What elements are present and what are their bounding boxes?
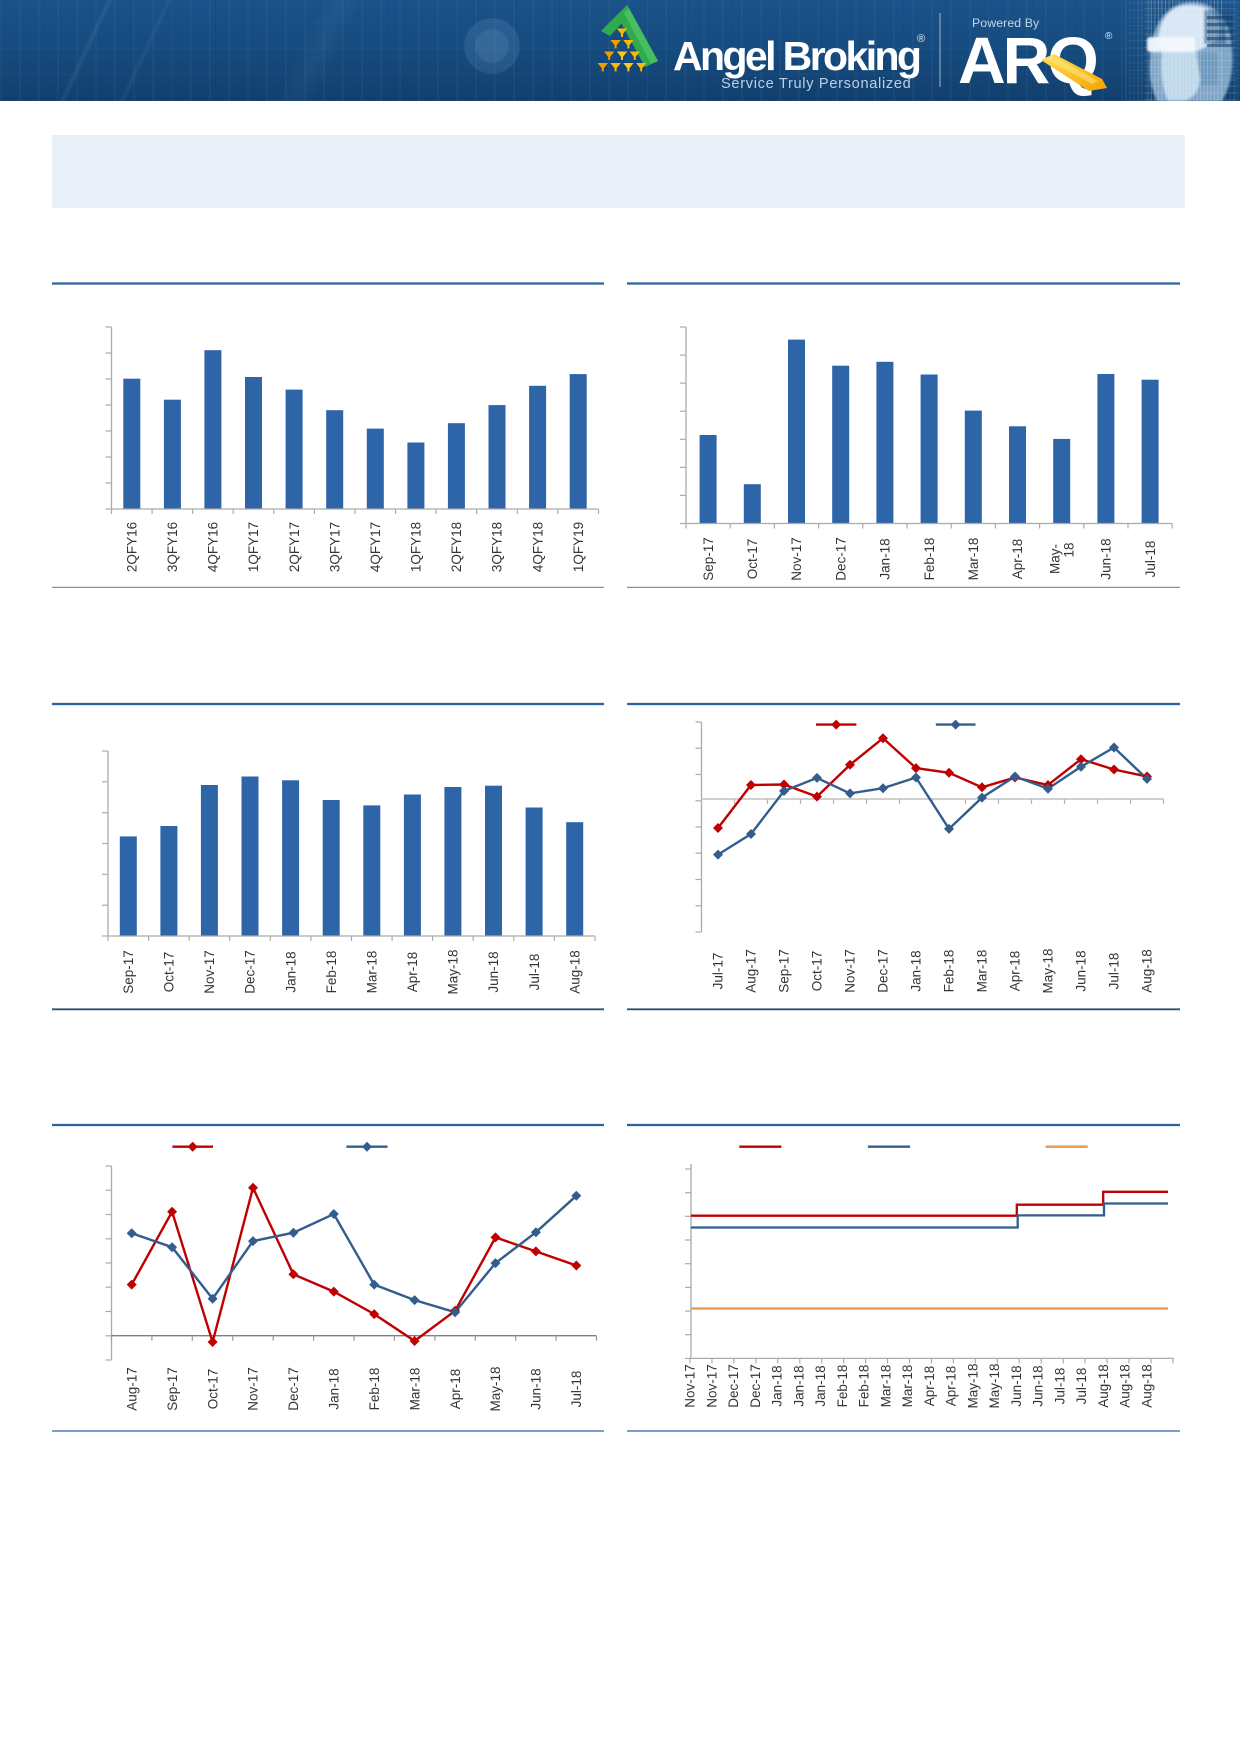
svg-text:Nov-17: Nov-17 <box>683 1364 698 1408</box>
svg-text:Aug-17: Aug-17 <box>744 949 759 993</box>
svg-text:Dec-17: Dec-17 <box>286 1367 301 1411</box>
svg-text:Dec-17: Dec-17 <box>833 537 848 581</box>
svg-text:4QFY18: 4QFY18 <box>530 522 545 572</box>
svg-text:Feb-18: Feb-18 <box>835 1365 850 1408</box>
svg-text:Apr-18: Apr-18 <box>922 1366 937 1407</box>
svg-text:Nov-17: Nov-17 <box>843 949 858 993</box>
svg-text:Sep-17: Sep-17 <box>121 950 136 994</box>
svg-text:Oct-17: Oct-17 <box>205 1369 220 1410</box>
svg-text:Nov-17: Nov-17 <box>246 1367 261 1411</box>
svg-text:Apr-18: Apr-18 <box>944 1366 959 1407</box>
svg-text:Dec-17: Dec-17 <box>876 949 891 993</box>
svg-text:Dec-17: Dec-17 <box>748 1364 763 1408</box>
svg-text:Apr-18: Apr-18 <box>1008 951 1023 992</box>
svg-text:Apr-18: Apr-18 <box>1010 539 1025 580</box>
svg-text:Sep-17: Sep-17 <box>777 949 792 993</box>
svg-text:Aug-18: Aug-18 <box>1118 1364 1133 1408</box>
svg-text:Jul-18: Jul-18 <box>1107 953 1122 990</box>
svg-text:18: 18 <box>1061 542 1076 557</box>
svg-text:1QFY17: 1QFY17 <box>246 522 261 572</box>
svg-text:Apr-18: Apr-18 <box>405 952 420 993</box>
svg-text:Jul-18: Jul-18 <box>569 1371 584 1408</box>
svg-text:Feb-18: Feb-18 <box>367 1368 382 1411</box>
svg-text:Jan-18: Jan-18 <box>792 1365 807 1406</box>
svg-text:Nov-17: Nov-17 <box>202 950 217 994</box>
svg-text:Jun-18: Jun-18 <box>1009 1365 1024 1406</box>
svg-text:May-18: May-18 <box>446 949 461 994</box>
svg-text:Feb-18: Feb-18 <box>857 1365 872 1408</box>
svg-text:Feb-18: Feb-18 <box>942 950 957 993</box>
svg-text:Oct-17: Oct-17 <box>162 952 177 993</box>
svg-text:Mar-18: Mar-18 <box>879 1365 894 1408</box>
svg-text:Jun-18: Jun-18 <box>486 951 501 992</box>
svg-text:Jul-18: Jul-18 <box>1143 541 1158 578</box>
svg-text:Aug-18: Aug-18 <box>567 950 582 994</box>
svg-text:Mar-18: Mar-18 <box>900 1365 915 1408</box>
svg-text:2QFY18: 2QFY18 <box>449 522 464 572</box>
svg-text:Aug-18: Aug-18 <box>1140 949 1155 993</box>
svg-text:Jul-17: Jul-17 <box>711 953 726 990</box>
svg-text:Jan-18: Jan-18 <box>909 950 924 991</box>
svg-text:Mar-18: Mar-18 <box>966 538 981 581</box>
svg-text:Jan-18: Jan-18 <box>813 1365 828 1406</box>
svg-text:Jul-18: Jul-18 <box>527 954 542 991</box>
svg-text:Dec-17: Dec-17 <box>726 1364 741 1408</box>
svg-text:Dec-17: Dec-17 <box>243 950 258 994</box>
svg-text:May-: May- <box>1047 544 1062 574</box>
svg-text:May-18: May-18 <box>1041 948 1056 993</box>
svg-text:Aug-18: Aug-18 <box>1096 1364 1111 1408</box>
svg-text:Aug-18: Aug-18 <box>1140 1364 1155 1408</box>
svg-text:3QFY17: 3QFY17 <box>327 522 342 572</box>
svg-text:Feb-18: Feb-18 <box>324 951 339 994</box>
svg-text:1QFY18: 1QFY18 <box>409 522 424 572</box>
svg-text:2QFY17: 2QFY17 <box>287 522 302 572</box>
svg-text:May-18: May-18 <box>966 1363 981 1408</box>
svg-text:Sep-17: Sep-17 <box>701 537 716 581</box>
svg-text:Oct-17: Oct-17 <box>810 951 825 992</box>
svg-text:Jan-18: Jan-18 <box>878 538 893 579</box>
svg-text:Jun-18: Jun-18 <box>1074 950 1089 991</box>
svg-text:Jan-18: Jan-18 <box>770 1365 785 1406</box>
svg-text:Jul-18: Jul-18 <box>1074 1368 1089 1405</box>
svg-text:Jul-18: Jul-18 <box>1053 1368 1068 1405</box>
svg-text:Oct-17: Oct-17 <box>745 539 760 580</box>
svg-text:3QFY16: 3QFY16 <box>165 522 180 572</box>
svg-text:Jun-18: Jun-18 <box>529 1368 544 1409</box>
svg-text:3QFY18: 3QFY18 <box>490 522 505 572</box>
svg-text:Jun-18: Jun-18 <box>1099 538 1114 579</box>
svg-text:Apr-18: Apr-18 <box>448 1369 463 1410</box>
svg-text:Mar-18: Mar-18 <box>365 951 380 994</box>
svg-text:4QFY17: 4QFY17 <box>368 522 383 572</box>
svg-text:Jan-18: Jan-18 <box>327 1368 342 1409</box>
svg-text:Sep-17: Sep-17 <box>165 1367 180 1411</box>
svg-text:Jun-18: Jun-18 <box>1031 1365 1046 1406</box>
svg-text:May-18: May-18 <box>987 1363 1002 1408</box>
svg-text:Aug-17: Aug-17 <box>124 1367 139 1411</box>
svg-text:Feb-18: Feb-18 <box>922 538 937 581</box>
svg-text:Jan-18: Jan-18 <box>283 951 298 992</box>
svg-text:2QFY16: 2QFY16 <box>125 522 140 572</box>
svg-text:4QFY16: 4QFY16 <box>206 522 221 572</box>
svg-text:Mar-18: Mar-18 <box>407 1368 422 1411</box>
svg-text:Mar-18: Mar-18 <box>975 950 990 993</box>
svg-text:Nov-17: Nov-17 <box>789 537 804 581</box>
svg-text:Nov-17: Nov-17 <box>705 1364 720 1408</box>
svg-text:1QFY19: 1QFY19 <box>571 522 586 572</box>
svg-text:May-18: May-18 <box>488 1366 503 1411</box>
